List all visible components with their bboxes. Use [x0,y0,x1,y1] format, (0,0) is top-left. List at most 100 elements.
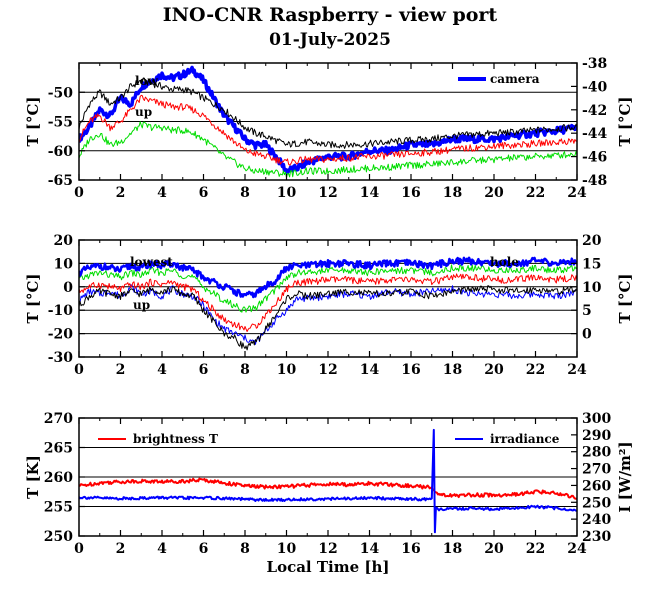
series-line [79,77,577,149]
y2-tick-label: 260 [582,478,611,494]
series-line [79,428,577,534]
chart-title: INO-CNR Raspberry - view port [163,4,498,26]
x-tick-label: 24 [567,362,587,378]
y2-tick-label: 300 [582,411,611,427]
series-group [79,256,577,351]
y-tick-label: 270 [44,411,73,427]
y2-tick-label: -48 [582,173,607,189]
series-group [79,65,577,179]
y-tick-label: -20 [48,327,74,343]
y2-tick-label: -40 [582,79,608,95]
chart-panel-1: 0 2 4 6 8 10 12 14 16 18 20 22 24-65-60-55-50-48-46-… [24,56,634,201]
x-tick-label: 10 [277,541,297,557]
y2-axis-label: I [W/m²] [616,441,634,512]
series-line [79,264,577,313]
x-tick-label: 24 [567,185,587,201]
series-annotation: up [133,298,150,312]
x-tick-label: 16 [401,362,420,378]
series-annotation: low [135,74,159,88]
x-tick-label: 14 [360,185,380,201]
x-tick-label: 12 [318,185,337,201]
x-tick-label: 20 [484,362,504,378]
series-annotation: lowest [130,255,173,269]
x-tick-label: 10 [277,362,297,378]
y-tick-label: -65 [48,173,73,189]
y2-axis-label: T [°C] [616,273,634,323]
series-annotation: hole [490,255,519,269]
y-tick-label: -60 [48,144,74,160]
x-tick-label: 6 [199,362,209,378]
x-tick-label: 16 [401,185,420,201]
y-axis-label: T [°C] [24,96,42,146]
x-tick-label: 20 [484,541,504,557]
y-tick-label: -10 [48,303,74,319]
chart-panel-2: 0 2 4 6 8 10 12 14 16 18 20 22 24-30-20-100102005101… [24,233,634,378]
y2-tick-label: 240 [582,512,611,528]
y-tick-label: 20 [54,233,74,249]
y-tick-label: 0 [63,280,73,296]
series-line [79,273,577,332]
series-line [79,477,577,500]
x-tick-label: 16 [401,541,420,557]
x-tick-label: 2 [116,185,126,201]
y2-tick-label: -44 [582,126,608,142]
y-tick-label: 250 [44,529,73,545]
x-tick-label: 8 [240,541,250,557]
legend-label: irradiance [490,432,560,446]
x-tick-label: 18 [443,185,462,201]
y2-tick-label: 10 [582,280,602,296]
x-tick-label: 6 [199,541,209,557]
y-tick-label: -50 [48,85,74,101]
x-tick-label: 12 [318,362,337,378]
y2-tick-label: 0 [582,327,592,343]
chart-subtitle: 01-July-2025 [269,30,391,50]
legend-label: camera [490,72,540,86]
y2-tick-label: 270 [582,462,611,478]
x-tick-label: 22 [526,541,545,557]
y2-tick-label: -42 [582,103,607,119]
y-axis-label: T [K] [24,455,42,499]
y-tick-label: 255 [44,500,73,516]
x-tick-label: 8 [240,185,250,201]
y2-tick-label: 230 [582,529,611,545]
y2-tick-label: -38 [582,56,607,72]
y-tick-label: 260 [44,470,73,486]
y-tick-label: -30 [48,350,74,366]
series-annotation: up [135,105,152,119]
series-line [79,284,577,345]
y-axis-label: T [°C] [24,273,42,323]
y2-tick-label: 290 [582,428,611,444]
x-tick-label: 0 [74,185,84,201]
x-tick-label: 22 [526,185,545,201]
legend-label: brightness T [133,432,218,446]
x-tick-label: 10 [277,185,297,201]
x-tick-label: 2 [116,362,126,378]
y2-tick-label: 280 [582,445,611,461]
x-tick-label: 4 [157,185,167,201]
x-tick-label: 6 [199,185,209,201]
x-tick-label: 0 [74,362,84,378]
x-axis-label: Local Time [h] [267,558,390,576]
x-tick-label: 18 [443,362,462,378]
x-tick-label: 12 [318,541,337,557]
series-line [79,256,577,299]
series-line [79,65,577,175]
y2-tick-label: -46 [582,150,607,166]
x-tick-label: 14 [360,541,380,557]
y2-tick-label: 15 [582,256,601,272]
chart-panel-3: 0 2 4 6 8 10 12 14 16 18 20 22 242502552602652702302… [24,411,634,557]
series-group [79,428,577,534]
y-tick-label: 10 [54,256,74,272]
y-tick-label: -55 [48,115,73,131]
y2-tick-label: 250 [582,495,611,511]
x-tick-label: 8 [240,362,250,378]
y2-tick-label: 20 [582,233,602,249]
x-tick-label: 24 [567,541,587,557]
x-tick-label: 18 [443,541,462,557]
y-tick-label: 265 [44,441,73,457]
series-line [79,121,577,179]
x-tick-label: 2 [116,541,126,557]
x-tick-label: 0 [74,541,84,557]
x-tick-label: 22 [526,362,545,378]
